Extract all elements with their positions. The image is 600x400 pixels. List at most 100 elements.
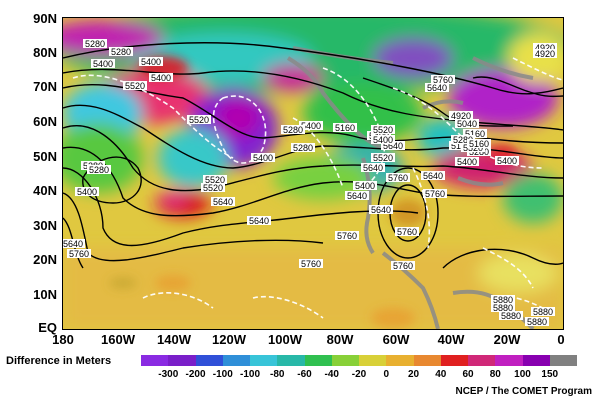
lat-label-90n: 90N	[33, 11, 57, 26]
contour-label-layer: 5280528054005400540055205520528052805400…	[63, 39, 557, 327]
contour-label: 5040	[455, 119, 479, 129]
legend-label: -20	[351, 369, 367, 380]
svg-text:5640: 5640	[249, 216, 269, 226]
contour-label: 5280	[451, 135, 475, 145]
legend-swatch	[495, 355, 523, 366]
contour-label: 5400	[251, 153, 275, 163]
legend-label: 60	[462, 369, 474, 380]
map-panel: 5280528054005400540055205520528052805400…	[62, 17, 564, 330]
svg-text:5640: 5640	[213, 197, 233, 207]
contour-label: 5640	[211, 197, 235, 207]
contour-label: 5280	[281, 125, 305, 135]
lat-label-70n: 70N	[33, 79, 57, 94]
contour-label: 5280	[109, 47, 133, 57]
lon-label-0: 0	[557, 332, 565, 347]
contour-label: 5280	[83, 39, 107, 49]
svg-text:4920: 4920	[535, 43, 555, 53]
contour-label: 5160	[463, 129, 487, 139]
lon-label-60w: 60W	[382, 332, 410, 347]
lat-label-80n: 80N	[33, 45, 57, 60]
contour-label: 5400	[75, 187, 99, 197]
lat-label-40n: 40N	[33, 183, 57, 198]
contour-label: 5400	[149, 73, 173, 83]
contour-label: 5640	[425, 83, 449, 93]
svg-text:5400: 5400	[93, 59, 113, 69]
svg-text:5280: 5280	[283, 125, 303, 135]
lon-label-80w: 80W	[326, 332, 354, 347]
contour-label: 5640	[381, 141, 405, 151]
contour-label: 5400	[495, 156, 519, 166]
svg-text:5160: 5160	[465, 129, 485, 139]
contour-label: 5760	[299, 259, 323, 269]
svg-text:5520: 5520	[205, 175, 225, 185]
contour-label: 5880	[499, 311, 523, 321]
svg-text:5880: 5880	[501, 311, 521, 321]
svg-text:5640: 5640	[427, 83, 447, 93]
svg-text:5640: 5640	[383, 141, 403, 151]
contour-label: 5640	[421, 171, 445, 181]
contour-label: 5760	[335, 231, 359, 241]
svg-text:5760: 5760	[388, 173, 408, 183]
lon-label-180: 180	[52, 332, 74, 347]
svg-text:5400: 5400	[373, 135, 393, 145]
svg-text:5400: 5400	[457, 157, 477, 167]
svg-text:5520: 5520	[189, 115, 209, 125]
contour-label: 5280	[87, 165, 111, 175]
svg-text:5760: 5760	[301, 259, 321, 269]
contour-label: 5280	[291, 143, 315, 153]
contour-label: 5760	[386, 173, 410, 183]
lat-label-20n: 20N	[33, 252, 57, 267]
svg-text:5760: 5760	[337, 231, 357, 241]
svg-text:5400: 5400	[497, 156, 517, 166]
contour-label: 5400	[299, 121, 323, 131]
contour-label: 4920	[533, 43, 557, 53]
contour-label: 5760	[395, 227, 419, 237]
contour-label: 5880	[491, 303, 515, 313]
legend-swatch	[222, 355, 250, 366]
contour-label: 5520	[203, 175, 227, 185]
contour-label: 5520	[123, 81, 147, 91]
svg-text:5280: 5280	[85, 39, 105, 49]
credit-text: NCEP / The COMET Program	[455, 386, 592, 397]
legend-label: 40	[435, 369, 447, 380]
svg-text:5400: 5400	[301, 121, 321, 131]
svg-text:5280: 5280	[111, 47, 131, 57]
legend-swatch	[168, 355, 196, 366]
legend-swatch	[250, 355, 278, 366]
legend-swatch	[413, 355, 441, 366]
contour-label: 5760	[431, 75, 455, 85]
svg-text:5760: 5760	[397, 227, 417, 237]
svg-text:5160: 5160	[335, 123, 355, 133]
contour-label: 5160	[333, 123, 357, 133]
contour-label: 5400	[91, 59, 115, 69]
lon-label-40w: 40W	[437, 332, 465, 347]
contour-label: 5640	[63, 239, 85, 249]
map-canvas: 5280528054005400540055205520528052805400…	[63, 18, 563, 329]
contour-label: 5160	[467, 139, 491, 149]
legend-label: -300	[158, 369, 179, 380]
svg-text:5640: 5640	[63, 239, 83, 249]
svg-text:5880: 5880	[533, 307, 553, 317]
contour-label: 5640	[247, 216, 271, 226]
lon-label-20w: 20W	[493, 332, 521, 347]
contour-label: 5400	[353, 181, 377, 191]
lat-label-eq: EQ	[38, 320, 57, 335]
svg-text:5040: 5040	[457, 119, 477, 129]
contour-label: 5400	[139, 57, 163, 67]
legend-swatch	[359, 355, 387, 366]
svg-text:5760: 5760	[425, 189, 445, 199]
svg-text:5280: 5280	[89, 165, 109, 175]
contour-label: 4920	[449, 111, 473, 121]
contour-label: 5520	[187, 115, 211, 125]
legend-label: 0	[383, 369, 390, 380]
svg-text:5520: 5520	[203, 183, 223, 193]
svg-text:5640: 5640	[423, 171, 443, 181]
lat-label-30n: 30N	[33, 218, 57, 233]
svg-text:5640: 5640	[363, 163, 383, 173]
svg-text:4920: 4920	[535, 49, 555, 59]
contour-label: 5400	[371, 135, 395, 145]
svg-text:5400: 5400	[355, 181, 375, 191]
lat-label-60n: 60N	[33, 114, 57, 129]
legend-label: -80	[270, 369, 285, 380]
lon-label-140w: 140W	[157, 332, 191, 347]
